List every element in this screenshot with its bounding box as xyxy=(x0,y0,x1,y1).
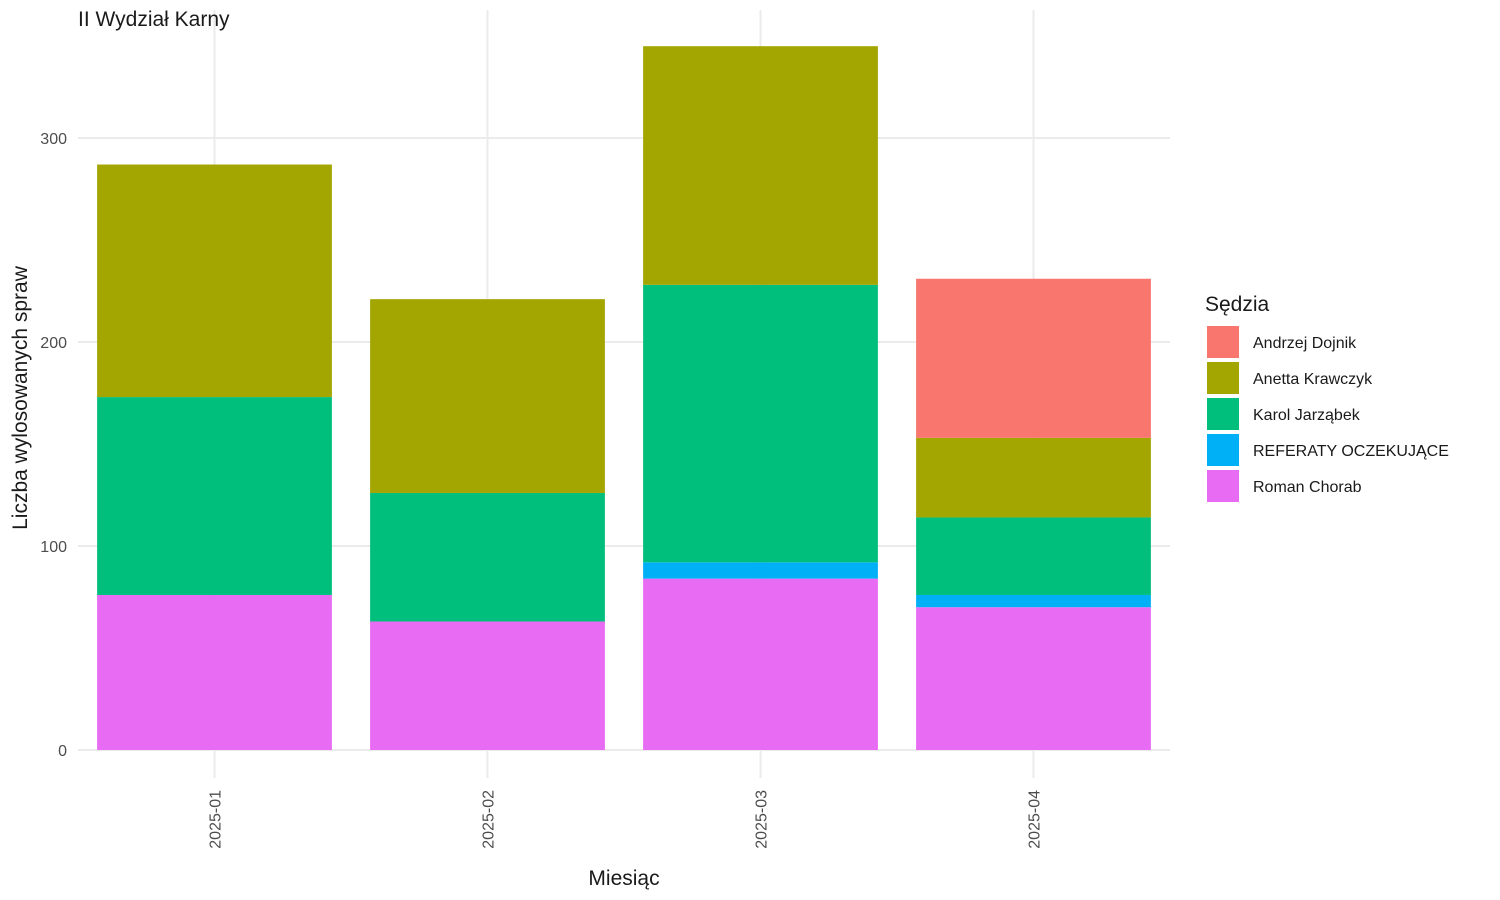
bar-segment xyxy=(916,278,1151,438)
bar-segment xyxy=(370,621,605,750)
bar-segment xyxy=(370,299,605,493)
chart-title: II Wydział Karny xyxy=(78,8,230,31)
bar-segment xyxy=(643,578,878,750)
bar-segment xyxy=(643,284,878,563)
legend-label: Anetta Krawczyk xyxy=(1253,371,1373,388)
bar-segment xyxy=(916,594,1151,608)
bar-segment xyxy=(916,437,1151,518)
y-tick-label: 300 xyxy=(40,131,67,148)
x-axis-title: Miesiąc xyxy=(588,867,659,890)
x-tick-label: 2025-02 xyxy=(481,790,498,849)
legend-label: REFERATY OCZEKUJĄCE xyxy=(1253,443,1449,460)
y-axis-ticks: 0 100 200 300 xyxy=(40,131,67,760)
legend-swatch xyxy=(1205,468,1241,504)
y-tick-label: 200 xyxy=(40,335,67,352)
legend: Sędzia Andrzej Dojnik Anetta Krawczyk Karo… xyxy=(1205,293,1449,504)
bar-segment xyxy=(97,164,332,398)
legend-label: Andrzej Dojnik xyxy=(1253,335,1357,352)
bar-segment xyxy=(97,397,332,595)
legend-label: Karol Jarząbek xyxy=(1253,407,1361,424)
bars xyxy=(97,46,1151,750)
x-tick-label: 2025-04 xyxy=(1027,790,1044,849)
y-tick-label: 100 xyxy=(40,539,67,556)
legend-swatch xyxy=(1205,324,1241,360)
y-axis-title: Liczba wylosowanych spraw xyxy=(9,265,32,530)
bar-segment xyxy=(643,46,878,285)
legend-label: Roman Chorab xyxy=(1253,479,1362,496)
x-tick-label: 2025-03 xyxy=(754,790,771,849)
legend-swatch xyxy=(1205,432,1241,468)
legend-title: Sędzia xyxy=(1205,293,1270,316)
bar-segment xyxy=(916,607,1151,750)
legend-swatch xyxy=(1205,360,1241,396)
bar-segment xyxy=(97,594,332,750)
x-tick-label: 2025-01 xyxy=(208,790,225,849)
bar-segment xyxy=(643,562,878,579)
y-tick-label: 0 xyxy=(58,743,67,760)
bar-segment xyxy=(370,492,605,622)
bar-segment xyxy=(916,517,1151,595)
legend-swatch xyxy=(1205,396,1241,432)
x-axis-ticks: 2025-01 2025-02 2025-03 2025-04 xyxy=(208,790,1044,849)
